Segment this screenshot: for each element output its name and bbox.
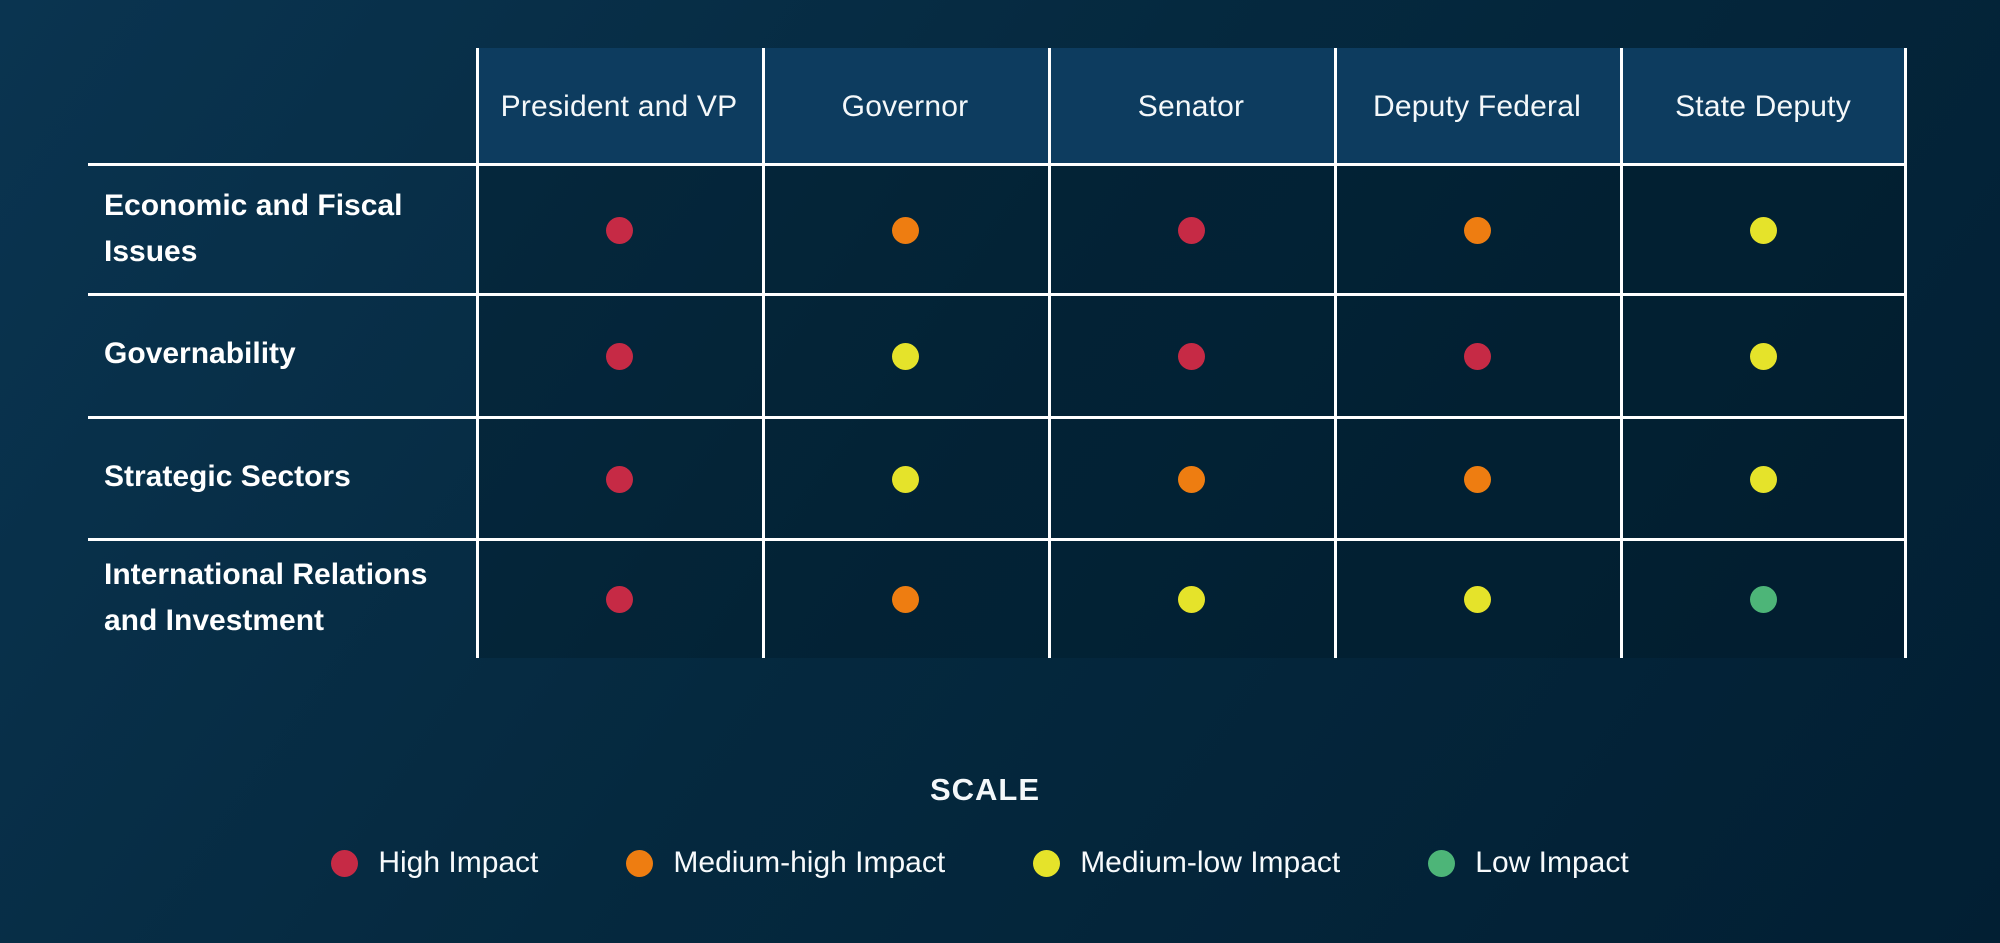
- legend: High Impact Medium-high Impact Medium-lo…: [0, 846, 1960, 880]
- row-label-international-relations: International Relations and Investment: [104, 557, 428, 638]
- legend-item-medium-low: Medium-low Impact: [1033, 846, 1340, 880]
- grid-vline: [762, 48, 765, 658]
- matrix-cell: [476, 165, 762, 295]
- matrix-cell: [1620, 295, 1906, 418]
- legend-low-dot-icon: [1428, 849, 1456, 877]
- column-header-deputy-federal: Deputy Federal: [1373, 89, 1581, 123]
- grid-hline: [88, 293, 1907, 296]
- impact-dot: [1749, 216, 1777, 244]
- legend-medium-low-dot-icon: [1033, 849, 1061, 877]
- impact-dot: [1177, 465, 1205, 493]
- matrix-cell: [1334, 540, 1620, 658]
- matrix-cell: [1334, 295, 1620, 418]
- impact-dot: [1177, 216, 1205, 244]
- grid-vline: [1048, 48, 1051, 658]
- matrix-cell: [1334, 165, 1620, 295]
- grid-vline: [1334, 48, 1337, 658]
- matrix-cell: [476, 540, 762, 658]
- impact-dot: [605, 343, 633, 370]
- grid-hline: [88, 416, 1907, 419]
- matrix-cell: [476, 295, 762, 418]
- matrix-cell: [1620, 418, 1906, 540]
- grid-vline: [1620, 48, 1623, 658]
- matrix-cell: [1048, 540, 1334, 658]
- legend-item-label: Low Impact: [1475, 846, 1629, 879]
- legend-high-dot-icon: [331, 849, 359, 877]
- column-header-state-deputy: State Deputy: [1675, 89, 1851, 123]
- impact-dot: [1177, 343, 1205, 370]
- impact-dot: [1463, 216, 1491, 244]
- impact-dot: [1463, 343, 1491, 370]
- matrix-cell: [762, 540, 1048, 658]
- legend-item-label: High Impact: [378, 846, 539, 879]
- matrix-cell: [1048, 295, 1334, 418]
- matrix-cell: [762, 295, 1048, 418]
- impact-dot: [605, 216, 633, 244]
- matrix-cell: [762, 418, 1048, 540]
- column-header-governor: Governor: [841, 89, 969, 123]
- grid-hline: [88, 538, 1907, 541]
- impact-dot: [1177, 585, 1205, 613]
- impact-dot: [1463, 465, 1491, 493]
- matrix-body: [476, 165, 1906, 658]
- impact-dot: [605, 465, 633, 493]
- legend-item-label: Medium-low Impact: [1080, 846, 1341, 879]
- grid-vline: [476, 48, 479, 658]
- matrix-cell: [762, 165, 1048, 295]
- row-label-strategic-sectors: Strategic Sectors: [104, 459, 351, 493]
- legend-item-label: Medium-high Impact: [673, 846, 946, 879]
- impact-dot: [1749, 465, 1777, 493]
- column-header-president-vp: President and VP: [500, 89, 738, 123]
- matrix-cell: [1048, 165, 1334, 295]
- matrix-cell: [1048, 418, 1334, 540]
- impact-dot: [891, 216, 919, 244]
- row-label-governability: Governability: [104, 337, 296, 371]
- grid-vline: [1904, 48, 1907, 658]
- legend-item-medium-high: Medium-high Impact: [626, 846, 945, 880]
- matrix-cell: [1334, 418, 1620, 540]
- grid-hline: [88, 163, 1907, 166]
- matrix-cell: [476, 418, 762, 540]
- legend-item-low: Low Impact: [1428, 846, 1629, 880]
- impact-dot: [891, 465, 919, 493]
- column-header-senator: Senator: [1137, 89, 1245, 123]
- matrix-cell: [1620, 540, 1906, 658]
- column-header-row: President and VP Governor Senator Deputy…: [476, 48, 1906, 165]
- impact-dot: [891, 585, 919, 613]
- row-label-economic-fiscal: Economic and Fiscal Issues: [104, 188, 403, 269]
- impact-dot: [1749, 343, 1777, 370]
- impact-dot: [605, 585, 633, 613]
- legend-medium-high-dot-icon: [626, 849, 654, 877]
- impact-dot: [1749, 585, 1777, 613]
- impact-dot: [1463, 585, 1491, 613]
- legend-title: SCALE: [929, 772, 1041, 807]
- impact-dot: [891, 343, 919, 370]
- matrix-cell: [1620, 165, 1906, 295]
- legend-item-high: High Impact: [331, 846, 538, 880]
